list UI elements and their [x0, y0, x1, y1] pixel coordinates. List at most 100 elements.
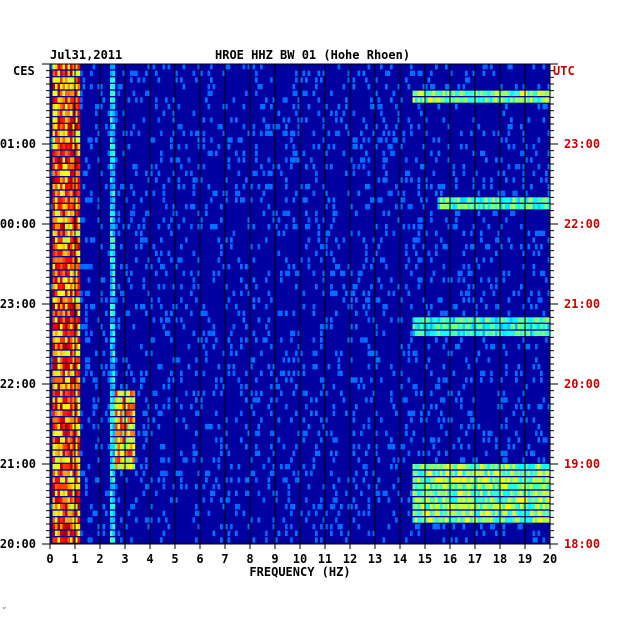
spectrogram-cell [122, 450, 126, 456]
spectrogram-cell [462, 90, 466, 96]
spectrogram-cell [285, 504, 288, 510]
spectrogram-cell [500, 90, 503, 96]
spectrogram-cell [525, 470, 528, 476]
spectrogram-cell [285, 97, 288, 103]
spectrogram-cell [112, 524, 116, 530]
spectrogram-cell [507, 130, 511, 136]
spectrogram-cell [502, 397, 506, 403]
spectrogram-cell [120, 470, 123, 476]
spectrogram-cell [75, 177, 78, 183]
spectrogram-cell [67, 384, 71, 390]
spectrogram-cell [500, 157, 503, 163]
spectrogram-cell [112, 124, 116, 130]
spectrogram-cell [442, 470, 446, 476]
spectrogram-cell [72, 530, 76, 536]
spectrogram-cell [287, 490, 291, 496]
spectrogram-cell [435, 484, 438, 490]
spectrogram-cell [257, 397, 261, 403]
spectrogram-cell [132, 190, 136, 196]
spectrogram-cell [482, 197, 486, 203]
spectrogram-cell [452, 90, 456, 96]
spectrogram-cell [77, 337, 81, 343]
spectrogram-cell [535, 317, 538, 323]
spectrogram-cell [130, 464, 133, 470]
spectrogram-cell [112, 217, 116, 223]
spectrogram-cell [172, 97, 176, 103]
spectrogram-cell [110, 384, 113, 390]
spectrogram-cell [480, 477, 483, 483]
spectrogram-cell [507, 270, 511, 276]
spectrogram-cell [270, 297, 273, 303]
spectrogram-cell [197, 284, 201, 290]
spectrogram-cell [495, 277, 498, 283]
spectrogram-cell [70, 424, 73, 430]
spectrogram-cell [412, 90, 416, 96]
spectrogram-cell [70, 177, 73, 183]
spectrogram-cell [277, 384, 281, 390]
spectrogram-cell [542, 457, 546, 463]
spectrogram-cell [170, 337, 173, 343]
spectrogram-cell [490, 257, 493, 263]
spectrogram-cell [547, 150, 551, 156]
spectrogram-cell [125, 264, 128, 270]
spectrogram-cell [545, 470, 548, 476]
spectrogram-cell [67, 237, 71, 243]
spectrogram-cell [370, 377, 373, 383]
spectrogram-cell [272, 97, 276, 103]
spectrogram-cell [457, 197, 461, 203]
spectrogram-cell [52, 84, 56, 90]
spectrogram-cell [180, 477, 183, 483]
spectrogram-cell [450, 330, 453, 336]
spectrogram-cell [322, 217, 326, 223]
spectrogram-cell [525, 450, 528, 456]
spectrogram-cell [420, 317, 423, 323]
spectrogram-cell [55, 284, 58, 290]
spectrogram-cell [90, 330, 93, 336]
spectrogram-cell [225, 64, 228, 70]
spectrogram-cell [185, 237, 188, 243]
spectrogram-cell [437, 197, 441, 203]
spectrogram-cell [325, 244, 328, 250]
spectrogram-cell [475, 504, 478, 510]
spectrogram-cell [312, 364, 316, 370]
spectrogram-cell [290, 157, 293, 163]
spectrogram-cell [112, 64, 116, 70]
spectrogram-cell [480, 277, 483, 283]
spectrogram-cell [410, 330, 413, 336]
spectrogram-cell [357, 277, 361, 283]
spectrogram-cell [447, 277, 451, 283]
spectrogram-cell [70, 324, 73, 330]
spectrogram-cell [95, 137, 98, 143]
spectrogram-cell [202, 330, 206, 336]
spectrogram-cell [335, 437, 338, 443]
spectrogram-cell [120, 424, 123, 430]
spectrogram-cell [315, 510, 318, 516]
spectrogram-cell [70, 477, 73, 483]
spectrogram-cell [510, 504, 513, 510]
spectrogram-cell [57, 157, 61, 163]
spectrogram-cell [432, 517, 436, 523]
spectrogram-cell [255, 90, 258, 96]
spectrogram-cell [120, 457, 123, 463]
spectrogram-cell [492, 90, 496, 96]
spectrogram-cell [457, 477, 461, 483]
spectrogram-cell [525, 484, 528, 490]
spectrogram-cell [500, 464, 503, 470]
spectrogram-cell [55, 104, 58, 110]
spectrogram-cell [50, 364, 53, 370]
spectrogram-cell [170, 144, 173, 150]
spectrogram-cell [132, 204, 136, 210]
spectrogram-cell [162, 284, 166, 290]
spectrogram-cell [67, 457, 71, 463]
spectrogram-cell [352, 377, 356, 383]
spectrogram-cell [325, 190, 328, 196]
spectrogram-cell [532, 170, 536, 176]
spectrogram-cell [112, 257, 116, 263]
spectrogram-cell [152, 417, 156, 423]
spectrogram-cell [225, 524, 228, 530]
spectrogram-cell [452, 170, 456, 176]
spectrogram-cell [422, 504, 426, 510]
spectrogram-cell [75, 104, 78, 110]
spectrogram-cell [217, 270, 221, 276]
